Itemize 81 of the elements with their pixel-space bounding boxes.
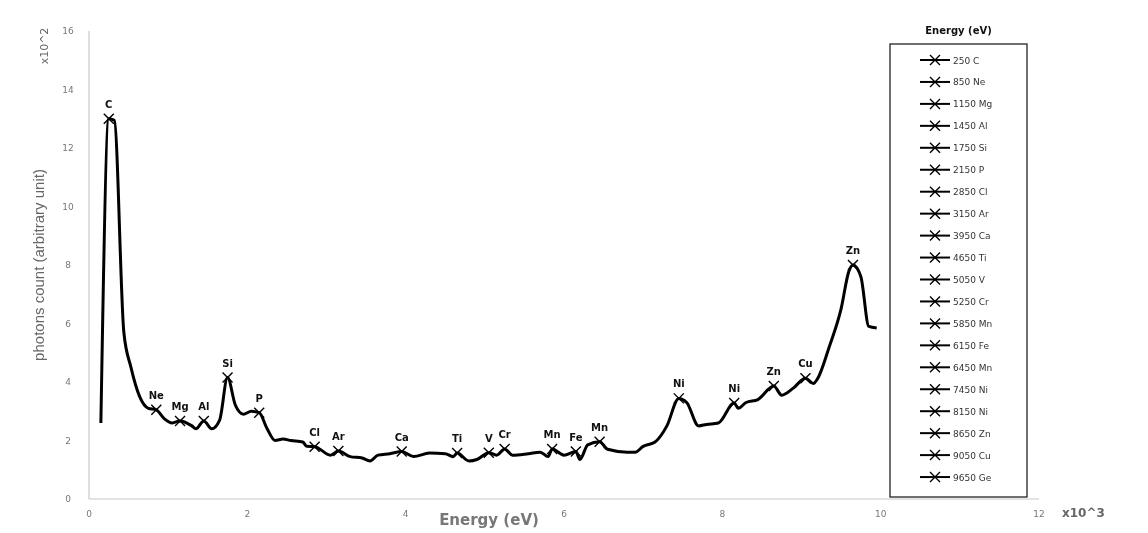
point — [396, 445, 408, 458]
x-tick-label: 6 — [561, 509, 568, 519]
legend-label: 3150 Ar — [953, 209, 989, 220]
annotation: Ti — [452, 433, 463, 445]
legend-label: 5850 Mn — [953, 318, 993, 329]
legend-label: 6450 Mn — [953, 362, 993, 373]
legend-label: 2150 P — [953, 165, 985, 176]
line-series — [99, 117, 879, 463]
y-tick-label: 10 — [62, 201, 74, 212]
legend-label: 3950 Ca — [953, 231, 991, 242]
annotation: Ni — [672, 378, 685, 390]
annotation: Cl — [309, 426, 321, 438]
y-tick-label: 12 — [62, 143, 74, 153]
annotation: Ni — [728, 383, 741, 395]
annotation: Mn — [591, 421, 609, 433]
text: x10^2 — [38, 27, 51, 65]
annotation: Fe — [569, 431, 583, 443]
point — [847, 259, 859, 271]
point — [451, 447, 463, 459]
point — [728, 397, 740, 409]
y-tick-label: 0 — [65, 494, 72, 504]
point — [483, 447, 495, 459]
point — [308, 440, 321, 453]
annotation: Ca — [394, 431, 409, 443]
annotation: Ar — [332, 431, 345, 443]
x-tick-label: 10 — [874, 509, 887, 519]
x-tick-label: 2 — [244, 509, 251, 519]
point — [498, 443, 511, 455]
point — [673, 392, 685, 405]
annotation: Ne — [148, 389, 165, 401]
legend-label: 250 C — [953, 55, 980, 66]
legend-label: 8650 Zn — [953, 428, 991, 439]
legend-label: 850 Ne — [953, 77, 986, 88]
point — [570, 445, 582, 458]
y-tick-label: 14 — [62, 84, 74, 95]
annotation: V — [484, 432, 493, 444]
point — [103, 113, 115, 125]
legend-label: 9650 Ge — [953, 472, 992, 483]
annotation: Si — [222, 357, 233, 369]
x-tick-label: 12 — [1033, 509, 1045, 519]
point — [253, 407, 265, 419]
y-tick-label: 6 — [65, 318, 72, 329]
y-tick-label: 16 — [62, 26, 74, 36]
legend-label: 8150 Ni — [953, 406, 988, 417]
x-axis-title: Energy (eV) — [439, 511, 539, 529]
point — [150, 404, 162, 416]
legend-label: 4650 Ti — [953, 253, 987, 264]
y-tick-label: 8 — [65, 260, 72, 270]
point — [332, 445, 345, 457]
point — [546, 443, 558, 455]
annotation: C — [105, 98, 113, 110]
annotation: Al — [198, 400, 210, 412]
annotation: Mg — [171, 400, 189, 412]
y-tick-label: 2 — [65, 435, 71, 446]
legend-label: 9050 Cu — [953, 450, 991, 461]
annotation: Cr — [498, 428, 511, 440]
legend-label: 1150 Mg — [953, 99, 993, 110]
x-tick-label: 8 — [719, 509, 726, 519]
legend-label: 7450 Ni — [953, 384, 988, 395]
y-axis-title: photons count (arbitrary unit) — [30, 169, 47, 361]
annotation: P — [255, 392, 263, 404]
annotation: Zn — [766, 366, 781, 378]
x-tick-label: 4 — [402, 509, 409, 519]
legend-label: 2850 Cl — [953, 187, 988, 198]
point — [174, 415, 186, 427]
legend-title: Energy (eV) — [925, 25, 992, 36]
x-tick-label: 0 — [86, 509, 93, 519]
legend-label: 6150 Fe — [953, 340, 990, 351]
legend-label: 5050 V — [953, 275, 986, 285]
point — [221, 371, 234, 384]
point — [799, 372, 812, 384]
annotation: Zn — [845, 245, 861, 256]
legend-label: 5250 Cr — [953, 296, 990, 307]
annotation: Mn — [543, 428, 561, 440]
legend-label: 1750 Si — [953, 143, 987, 154]
legend-label: 1450 Al — [953, 121, 988, 132]
y-tick-label: 4 — [65, 377, 72, 387]
point — [768, 380, 780, 392]
point — [593, 435, 606, 448]
annotation: Cu — [798, 358, 813, 370]
text: x10^3 — [1062, 506, 1105, 520]
